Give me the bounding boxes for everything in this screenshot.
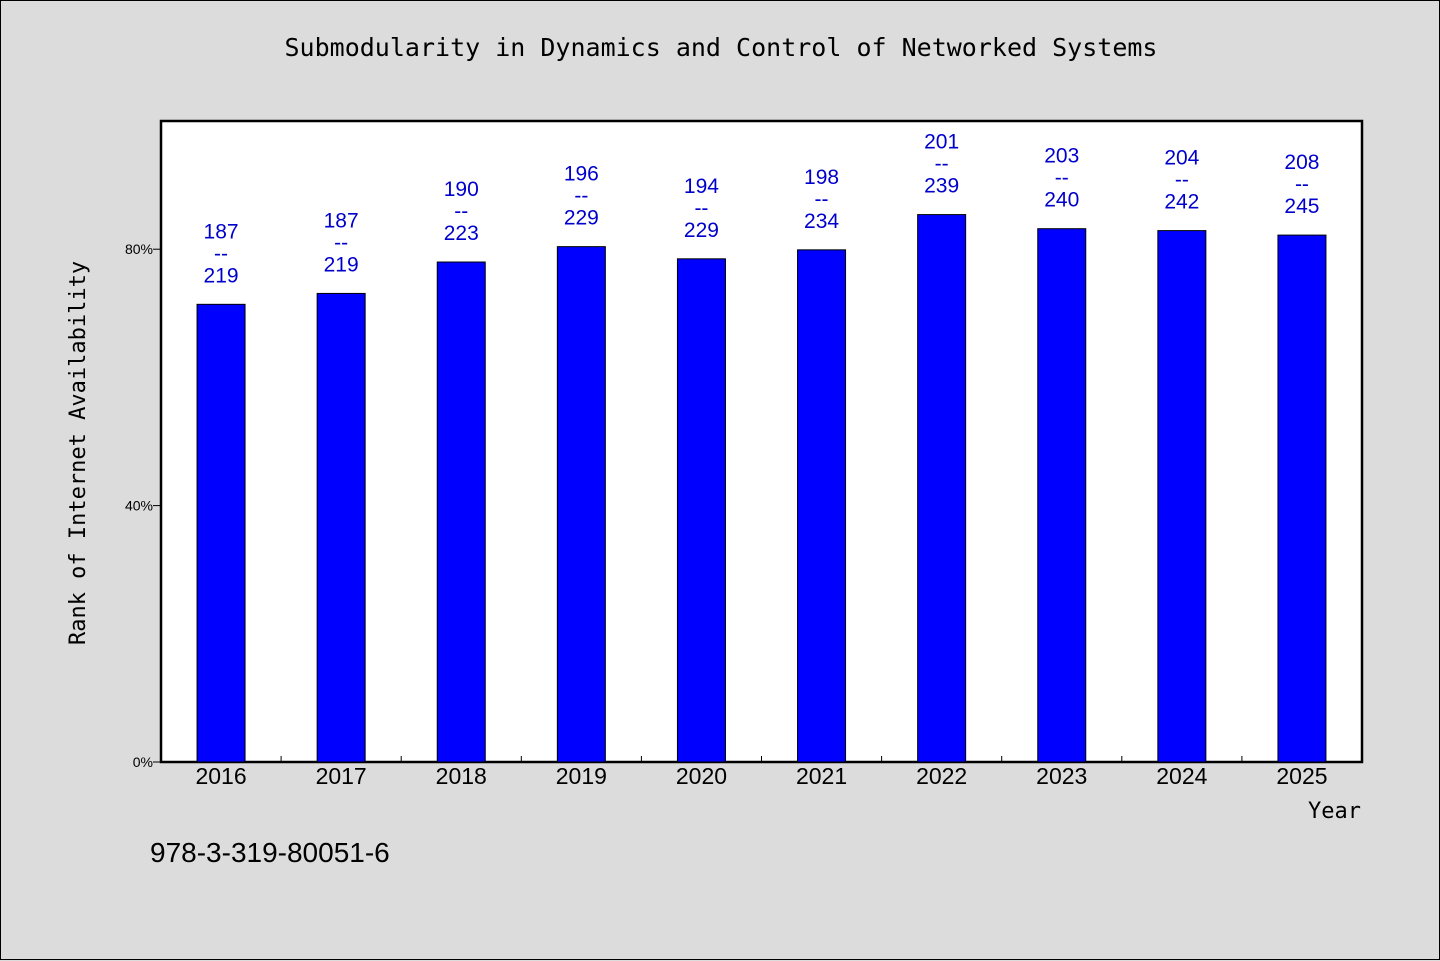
y-tick-label-40pct: 40%: [125, 498, 153, 514]
x-tick-label-2022: 2022: [916, 763, 967, 789]
bar-2025: [1277, 234, 1327, 763]
data-label-2019: 196 --229: [564, 163, 599, 230]
data-label-2025: 208 --245: [1284, 151, 1319, 218]
data-label-2017: 187 --219: [324, 209, 359, 276]
data-label-2016: 187 --219: [204, 220, 239, 287]
data-label-2021: 198 --234: [804, 166, 839, 233]
y-tick-label-80pct: 80%: [125, 241, 153, 257]
bar-2016: [196, 303, 246, 763]
x-tick-label-2019: 2019: [556, 763, 607, 789]
bar-2022: [917, 214, 967, 763]
bar-2017: [316, 292, 366, 763]
bar-2024: [1157, 230, 1207, 763]
bar-2018: [436, 261, 486, 763]
x-tick-label-2024: 2024: [1156, 763, 1207, 789]
x-tick-label-2018: 2018: [436, 763, 487, 789]
bar-2021: [797, 249, 847, 763]
bar-2019: [556, 246, 606, 763]
y-axis: 0% 40% 80%: [125, 241, 161, 770]
x-tick-label-2016: 2016: [195, 763, 246, 789]
x-tick-label-2020: 2020: [676, 763, 727, 789]
data-labels-layer: 187 --219 187 --219 190 --223 196 --229 194 --229…: [204, 131, 1320, 288]
x-tick-label-2023: 2023: [1036, 763, 1087, 789]
data-label-2022: 201 --239: [924, 131, 959, 198]
bar-2023: [1037, 228, 1087, 763]
data-label-2023: 203 --240: [1044, 145, 1079, 212]
bars-layer: [196, 214, 1327, 763]
y-tick-label-0pct: 0%: [133, 754, 153, 770]
x-axis-title: Year: [1308, 799, 1361, 824]
data-label-2018: 190 --223: [444, 178, 479, 245]
x-tick-label-2021: 2021: [796, 763, 847, 789]
data-label-2020: 194 --229: [684, 175, 719, 242]
x-axis: 2016 2017 2018 2019 2020 2021 2022 2023 2024 2025: [195, 756, 1328, 789]
x-tick-label-2025: 2025: [1276, 763, 1327, 789]
x-tick-label-2017: 2017: [316, 763, 367, 789]
chart-title: Submodularity in Dynamics and Control of…: [284, 33, 1158, 62]
bar-2020: [676, 258, 726, 763]
isbn-text: 978-3-319-80051-6: [150, 837, 390, 868]
y-axis-title: Rank of Internet Availability: [66, 261, 91, 645]
data-label-2024: 204 --242: [1164, 147, 1199, 214]
